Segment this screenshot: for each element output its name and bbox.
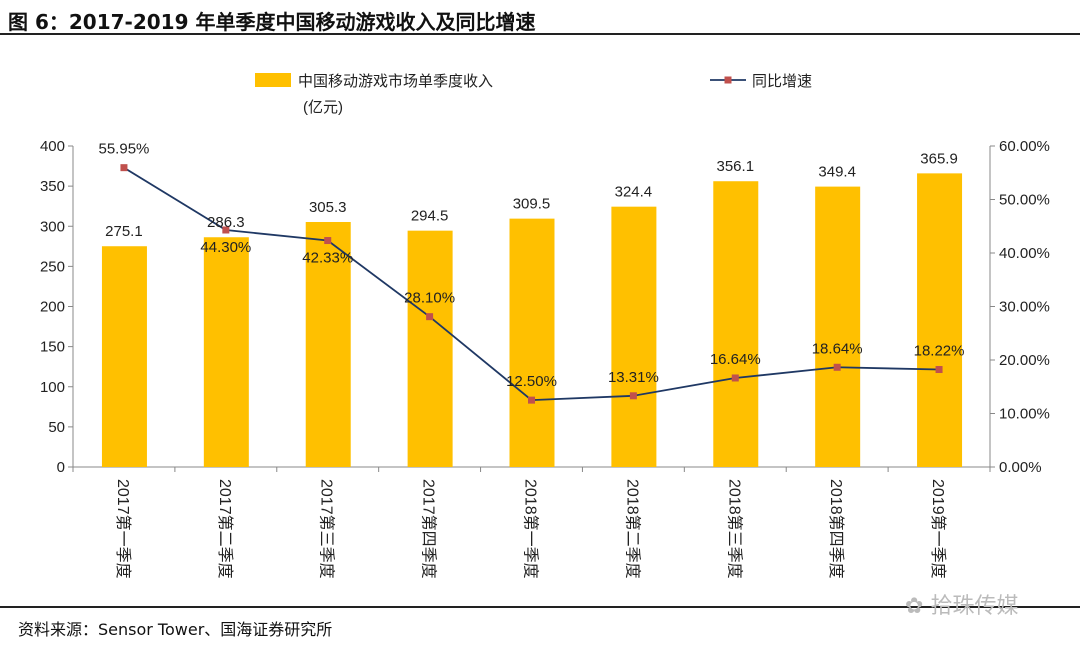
bar-value-label: 305.3	[309, 199, 347, 216]
line-value-label: 28.10%	[404, 290, 455, 307]
legend-line-label: 同比增速	[752, 73, 812, 90]
left-tick-label: 100	[40, 379, 65, 396]
bar	[713, 181, 759, 468]
line-value-label: 13.31%	[608, 369, 659, 386]
x-category-label: 2017第一季度	[114, 479, 132, 579]
watermark-logo: ✿ 拾珠传媒	[905, 594, 1019, 619]
legend-bar-swatch	[255, 73, 291, 87]
bar	[509, 218, 555, 467]
source-note: 资料来源：Sensor Tower、国海证券研究所	[18, 620, 333, 639]
line-value-label: 18.64%	[812, 340, 863, 357]
figure-title: 图 6：2017-2019 年单季度中国移动游戏收入及同比增速	[8, 10, 536, 34]
line-marker	[528, 396, 535, 404]
left-tick-label: 400	[40, 138, 65, 155]
legend-bar-unit: (亿元)	[303, 99, 343, 116]
left-tick-label: 150	[40, 339, 65, 356]
left-tick-label: 50	[48, 419, 65, 436]
right-tick-label: 10.00%	[999, 406, 1050, 423]
right-tick-label: 60.00%	[999, 138, 1050, 155]
line-value-label: 12.50%	[506, 373, 557, 390]
line-marker	[324, 237, 332, 245]
bar	[611, 206, 657, 467]
title-rule	[0, 33, 1080, 35]
line-value-label: 18.22%	[914, 343, 965, 360]
bar	[407, 230, 453, 467]
left-tick-label: 200	[40, 299, 65, 316]
legend-line-marker	[724, 76, 732, 84]
left-tick-label: 300	[40, 218, 65, 235]
line-marker	[629, 392, 637, 400]
line-marker	[222, 226, 230, 234]
left-tick-label: 350	[40, 178, 65, 195]
bar-value-label: 294.5	[411, 208, 449, 225]
bar	[917, 173, 963, 468]
bar-value-label: 349.4	[818, 164, 856, 181]
left-tick-label: 250	[40, 258, 65, 275]
line-value-label: 44.30%	[200, 239, 251, 256]
bar-value-label: 309.5	[513, 196, 551, 213]
bar-value-label: 286.3	[207, 214, 245, 231]
bar-value-label: 365.9	[920, 150, 958, 167]
line-value-label: 16.64%	[710, 351, 761, 368]
x-category-label: 2018第二季度	[623, 479, 641, 579]
legend-bar-label: 中国移动游戏市场单季度收入	[298, 73, 493, 90]
bar	[101, 246, 147, 467]
bar-value-label: 275.1	[105, 223, 143, 240]
x-category-label: 2018第一季度	[522, 479, 540, 579]
line-marker	[833, 363, 841, 371]
line-marker	[120, 164, 128, 172]
line-marker	[731, 374, 739, 382]
right-tick-label: 0.00%	[999, 459, 1042, 476]
line-marker	[935, 366, 943, 374]
left-tick-label: 0	[57, 459, 65, 476]
right-tick-label: 40.00%	[999, 245, 1050, 262]
bar	[815, 186, 861, 467]
x-category-label: 2017第三季度	[318, 479, 336, 579]
x-category-label: 2019第一季度	[929, 479, 947, 579]
right-tick-label: 50.00%	[999, 192, 1050, 209]
bar	[203, 237, 249, 467]
chart: 0 50 100 150 200 250 300 350 400 0.00% 10.00% 20.00…	[40, 73, 1050, 579]
x-category-label: 2017第二季度	[216, 479, 234, 579]
line-marker	[426, 313, 434, 321]
x-category-label: 2018第四季度	[827, 479, 845, 579]
right-tick-label: 20.00%	[999, 352, 1050, 369]
bar	[305, 221, 351, 467]
bar-value-label: 356.1	[717, 158, 755, 175]
line-value-label: 42.33%	[302, 250, 353, 267]
right-tick-label: 30.00%	[999, 299, 1050, 316]
footer-rule	[0, 606, 1080, 608]
line-value-label: 55.95%	[99, 141, 150, 158]
bar-value-label: 324.4	[615, 184, 653, 201]
x-category-label: 2018第三季度	[725, 479, 743, 579]
x-category-label: 2017第四季度	[420, 479, 438, 579]
